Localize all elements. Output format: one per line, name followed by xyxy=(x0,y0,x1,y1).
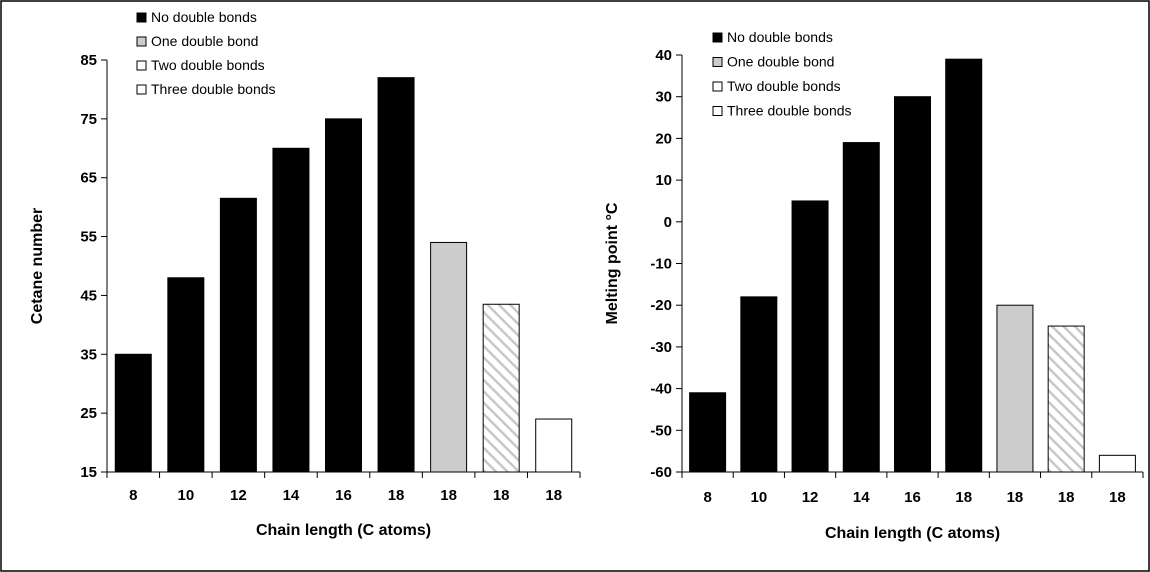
y-tick-label: 35 xyxy=(80,346,97,363)
y-tick-label: -60 xyxy=(650,464,672,481)
bar-three-double-bonds xyxy=(535,418,573,473)
y-tick-label: 25 xyxy=(80,405,97,422)
bar-no-double-bonds xyxy=(791,200,829,473)
legend-swatch xyxy=(712,81,723,92)
x-tick-label: 18 xyxy=(493,487,510,504)
melting-point-chart: -60 -50 -40 -30 -20 -10 0 10 20 30 40 8 10 12 14 16 18 18… xyxy=(604,29,1144,542)
bar-no-double-bonds xyxy=(272,147,310,473)
legend-label: One double bond xyxy=(151,33,258,49)
x-tick-label: 8 xyxy=(129,487,137,504)
bar-no-double-bonds xyxy=(689,392,727,473)
bar-no-double-bonds xyxy=(325,118,362,473)
legend-label: Two double bonds xyxy=(727,78,841,94)
x-tick-label: 16 xyxy=(335,487,352,504)
x-tick-label: 10 xyxy=(177,487,194,504)
y-tick-label: -50 xyxy=(650,422,672,439)
bar-no-double-bonds xyxy=(842,142,880,473)
legend-label: One double bond xyxy=(727,54,834,70)
y-axis-title: Cetane number xyxy=(29,208,46,324)
legend-label: Two double bonds xyxy=(151,57,265,73)
legend-swatch xyxy=(136,12,147,23)
y-tick-label: -40 xyxy=(650,381,672,398)
legend-swatch xyxy=(136,36,147,47)
y-tick-label: 15 xyxy=(80,464,97,481)
x-axis-title: Chain length (C atoms) xyxy=(256,522,431,539)
x-tick-label: 18 xyxy=(1007,489,1024,506)
legend-label: Three double bonds xyxy=(151,81,276,97)
x-axis-title: Chain length (C atoms) xyxy=(825,525,1000,542)
bar-one-double-bond xyxy=(430,241,468,473)
y-tick-label: 45 xyxy=(80,287,97,304)
y-tick-label: 75 xyxy=(80,111,97,128)
bar-two-double-bonds xyxy=(482,303,520,473)
bar-no-double-bonds xyxy=(114,353,152,473)
x-tick-label: 14 xyxy=(283,487,300,504)
bar-no-double-bonds xyxy=(740,296,778,473)
y-tick-label: -10 xyxy=(650,256,672,273)
bar-no-double-bonds xyxy=(167,277,205,473)
y-tick-label: 10 xyxy=(655,172,672,189)
legend-label: No double bonds xyxy=(151,9,257,25)
legend-label: Three double bonds xyxy=(727,103,852,119)
cetane-number-chart: 15 25 35 45 55 65 75 85 8 10 12 14 16 18 18 18 18 Cetane … xyxy=(29,9,581,539)
x-tick-label: 18 xyxy=(388,487,405,504)
bar-two-double-bonds xyxy=(1047,325,1085,473)
x-tick-label: 16 xyxy=(904,489,921,506)
y-tick-label: -30 xyxy=(650,339,672,356)
bar-no-double-bonds xyxy=(219,197,257,473)
x-tick-label: 18 xyxy=(1058,489,1075,506)
y-axis-title: Melting point °C xyxy=(604,202,621,324)
x-tick-label: 18 xyxy=(955,489,972,506)
legend-swatch xyxy=(712,57,723,67)
legend-swatch xyxy=(136,84,147,95)
y-tick-label: 40 xyxy=(655,47,672,64)
x-tick-label: 18 xyxy=(545,487,562,504)
bar-no-double-bonds xyxy=(945,58,983,473)
bar-three-double-bonds xyxy=(1098,454,1136,473)
x-tick-label: 12 xyxy=(230,487,247,504)
y-tick-label: 55 xyxy=(80,229,97,246)
bar-no-double-bonds xyxy=(894,96,931,473)
x-tick-label: 18 xyxy=(1109,489,1126,506)
y-tick-label: 0 xyxy=(664,214,672,231)
y-tick-label: -20 xyxy=(650,297,672,314)
bar-no-double-bonds xyxy=(377,77,415,473)
x-tick-label: 10 xyxy=(750,489,767,506)
x-tick-label: 8 xyxy=(703,489,711,506)
y-tick-label: 85 xyxy=(80,52,97,69)
bar-one-double-bond xyxy=(996,304,1034,473)
x-tick-label: 12 xyxy=(802,489,819,506)
legend-swatch xyxy=(136,60,147,71)
legend-swatch xyxy=(712,106,723,116)
legend-label: No double bonds xyxy=(727,29,833,45)
y-tick-label: 65 xyxy=(80,170,97,187)
legend-swatch xyxy=(712,32,723,43)
x-tick-label: 14 xyxy=(853,489,870,506)
y-tick-label: 30 xyxy=(655,89,672,106)
x-tick-label: 18 xyxy=(440,487,457,504)
y-tick-label: 20 xyxy=(655,130,672,147)
